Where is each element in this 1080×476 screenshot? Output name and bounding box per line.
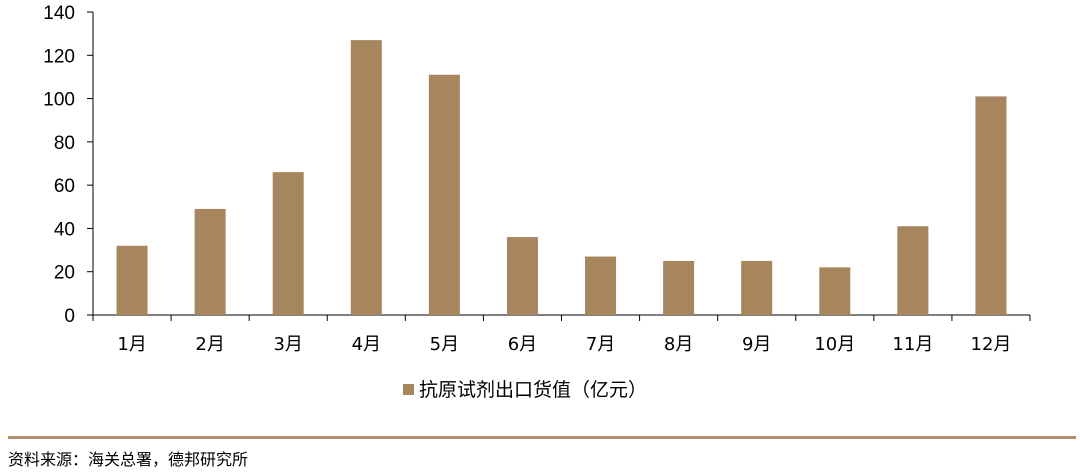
- bar: [975, 96, 1007, 316]
- x-axis: 1月 2月 3月 4月 5月 6月 7月 8月 9月 10月 11月 12月: [92, 314, 1031, 355]
- y-axis: 0 20 40 60 80 100 120 140: [43, 3, 94, 327]
- x-tick-label: 12月: [971, 334, 1012, 355]
- legend-label: 抗原试剂出口货值（亿元）: [419, 379, 647, 401]
- y-tick-label: 0: [64, 306, 75, 327]
- bar: [428, 74, 460, 315]
- legend: 抗原试剂出口货值（亿元）: [403, 379, 647, 401]
- bar: [663, 260, 695, 315]
- x-tick-label: 7月: [586, 334, 615, 355]
- y-tick-label: 120: [43, 46, 75, 67]
- y-tick-label: 60: [54, 176, 75, 197]
- y-tick-label: 100: [43, 90, 75, 111]
- y-tick-label: 20: [54, 263, 75, 284]
- y-tick-label: 80: [54, 133, 75, 154]
- bar: [741, 260, 773, 315]
- x-tick-label: 9月: [742, 334, 771, 355]
- x-tick-label: 10月: [814, 334, 855, 355]
- x-tick-label: 3月: [273, 334, 302, 355]
- bars: [116, 40, 1007, 316]
- x-tick-label: 4月: [352, 334, 381, 355]
- y-tick-label: 140: [43, 3, 75, 24]
- bar: [506, 237, 538, 315]
- x-tick-label: 8月: [664, 334, 693, 355]
- x-tick-label: 2月: [195, 334, 224, 355]
- source-note: 资料来源：海关总署，德邦研究所: [8, 450, 249, 469]
- bar: [819, 267, 851, 315]
- bar: [897, 226, 929, 315]
- x-tick-label: 6月: [508, 334, 537, 355]
- legend-swatch: [403, 384, 414, 395]
- x-tick-label: 11月: [892, 334, 933, 355]
- bar: [585, 256, 617, 315]
- bar: [116, 245, 148, 315]
- bar: [272, 172, 304, 315]
- x-tick-label: 5月: [430, 334, 459, 355]
- x-tick-label: 1月: [117, 334, 146, 355]
- bar: [350, 40, 382, 316]
- footer-divider: [8, 436, 1076, 439]
- bar-chart: 0 20 40 60 80 100 120 140 1月 2月 3月 4月 5月 6月 7月 8月 9月 10月…: [43, 3, 1031, 401]
- y-tick-label: 40: [54, 219, 75, 240]
- bar: [194, 208, 226, 315]
